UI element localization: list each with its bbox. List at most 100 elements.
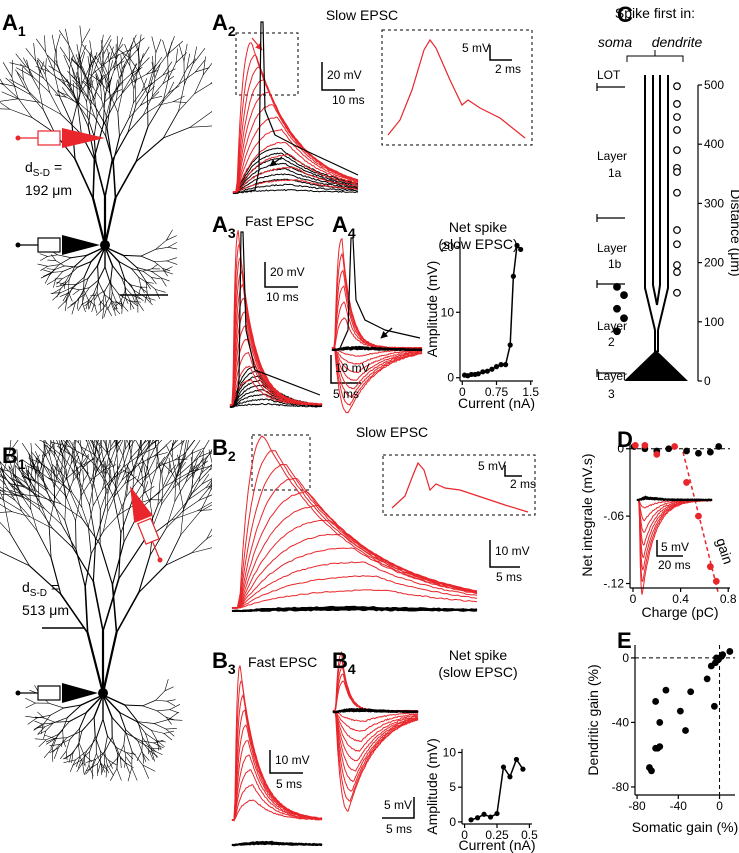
dendrite-branch: [68, 291, 73, 302]
dendrite-branch: [79, 475, 82, 497]
dendrite-branch: [51, 271, 63, 273]
dendrite-branch: [77, 303, 83, 312]
dendrite-branch: [113, 89, 122, 94]
dendrite-branch: [2, 62, 13, 78]
dendrite-branch: [28, 479, 35, 494]
dendrite-branch: [101, 763, 105, 775]
dendrite-branch: [77, 478, 82, 493]
dendrite-branch: [136, 721, 155, 724]
dendrite-branch: [122, 304, 129, 312]
dendrite-branch: [0, 490, 6, 492]
dendrite-branch: [31, 117, 56, 134]
dendrite-branch: [155, 240, 167, 250]
dendrite-branch: [78, 442, 88, 458]
scale-label: 5 mV: [384, 798, 412, 812]
data-point: [648, 767, 655, 775]
dendrite-branch: [138, 71, 148, 95]
scale-bar: [489, 540, 520, 568]
dendrite-branch: [167, 56, 169, 80]
dendrite-branch: [149, 483, 152, 504]
dendrite-branch: [126, 478, 129, 497]
dendrite-branch: [35, 60, 44, 79]
dendrite-branch: [59, 470, 68, 481]
dendrite-branch: [116, 446, 119, 470]
dendrite-branch: [105, 479, 123, 507]
dendrite-branch: [168, 62, 177, 80]
dendrite-branch: [92, 488, 103, 506]
dendrite-branch: [163, 733, 173, 741]
dendrite-branch: [86, 456, 103, 474]
dendrite-branch: [110, 49, 129, 60]
dendrite-branch: [47, 279, 56, 285]
dendrite-branch: [151, 277, 161, 280]
layer-label: 1a: [608, 166, 622, 180]
dendrite-branch: [101, 472, 115, 499]
dendrite-branch: [62, 482, 67, 500]
dendrite-branch: [104, 266, 111, 284]
dendrite-branch: [104, 467, 117, 488]
dendrite-branch: [109, 93, 119, 113]
dendrite-branch: [161, 473, 164, 487]
dendrite-branch: [40, 724, 44, 735]
dendrite-branch: [157, 462, 163, 474]
pipette: [130, 485, 153, 523]
dendrite-branch: [202, 464, 212, 473]
panel-title: (slow EPSC): [438, 664, 517, 680]
dendrite-branch: [9, 533, 30, 567]
soma-schematic: [624, 350, 688, 381]
dendrite-branch: [161, 487, 174, 505]
trace: [332, 347, 423, 390]
data-point: [673, 126, 681, 134]
y-tick-label: 10: [443, 745, 457, 759]
dendrite-branch: [82, 458, 94, 468]
dendrite-branch: [23, 57, 34, 77]
dendrite-branch: [50, 707, 65, 716]
electrode: [15, 128, 105, 148]
dendrite-branch: [54, 265, 65, 270]
distance-label: dS-D =: [25, 159, 62, 179]
dendrite-branch: [124, 704, 144, 707]
data-point: [513, 756, 520, 763]
dendrite-branch: [165, 728, 175, 737]
dendrite-branch: [34, 481, 47, 491]
dendrite-branch: [52, 292, 61, 301]
trace: [636, 498, 713, 595]
dendrite-branch: [43, 748, 53, 759]
dendrite-branch: [175, 52, 187, 64]
trace: [244, 21, 359, 193]
panel-subscript: 1: [18, 456, 26, 472]
dendrite-branch: [56, 440, 64, 457]
dendrite-branch: [61, 524, 77, 551]
dendrite-branch: [149, 502, 154, 526]
data-point: [673, 146, 681, 155]
data-point: [665, 445, 673, 453]
dendrite-branch: [114, 307, 116, 316]
dendrite-branch: [68, 279, 70, 293]
dendrite-branch: [34, 738, 47, 741]
dendrite-branch: [44, 444, 57, 455]
dendrite-branch: [153, 719, 169, 724]
dendrite-branch: [157, 740, 165, 747]
dendrite-branch: [188, 481, 200, 500]
dendrite-branch: [46, 268, 56, 270]
dendrite-branch: [178, 457, 180, 473]
dendrite-branch: [181, 440, 185, 446]
dendrite-branch: [104, 294, 108, 308]
dendrite-branch: [52, 528, 74, 549]
dendrite-branch: [83, 276, 85, 291]
dendrite-branch: [138, 455, 155, 465]
dendrite-branch: [151, 96, 163, 99]
dendrite-branch: [147, 71, 155, 95]
trace: [636, 495, 713, 502]
trace: [231, 665, 323, 821]
dendrite-branch: [61, 473, 67, 497]
dendrite-branch: [21, 476, 36, 482]
dendrite-branch: [0, 108, 11, 110]
dendrite-branch: [185, 464, 192, 483]
dendrite-branch: [13, 473, 22, 484]
dendrite-branch: [85, 300, 89, 310]
dendrite-branch: [167, 40, 183, 55]
dendrite-branch: [96, 291, 101, 302]
dendrite-branch: [98, 281, 106, 296]
panel-title: Slow EPSC: [356, 424, 428, 440]
